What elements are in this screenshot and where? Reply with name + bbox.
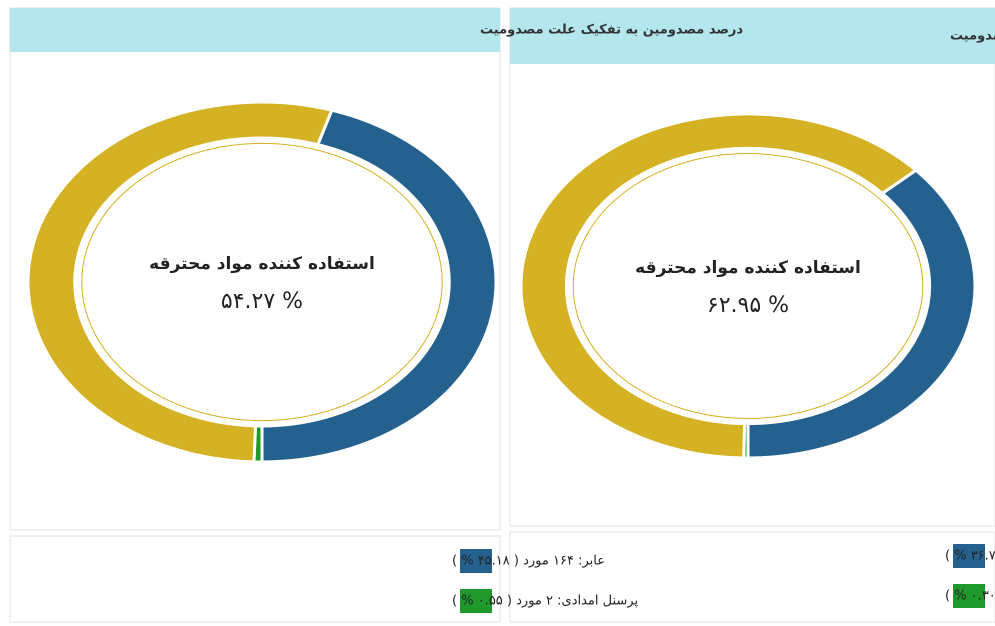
- legend-label: پرسنل امدادی: ۲ مورد ( ۰.۵۵ % ): [452, 594, 638, 609]
- center-label: استفاده کننده مواد محترقه: [635, 258, 861, 278]
- legend-label: عابر: ۱۲۲ مورد ( ۳۶.۷۵ % ): [945, 549, 995, 564]
- legend-swatch: [460, 549, 492, 573]
- legend-label: عابر: ۱۶۴ مورد ( ۴۵.۱۸ % ): [452, 554, 605, 569]
- center-value: % ۶۲.۹۵: [707, 293, 789, 318]
- center-label: استفاده کننده مواد محترقه: [149, 254, 375, 274]
- legend-swatch: [953, 544, 985, 568]
- inner-ring: [572, 153, 924, 419]
- legend-swatch: [953, 584, 985, 608]
- donut-segment: [26, 100, 334, 464]
- donut-segment: [519, 112, 919, 460]
- legend-label: پرسنل امدادی: ۱ مورد ( ۰.۳۰ % ): [945, 589, 995, 604]
- legend-panel: [509, 531, 995, 623]
- inner-ring: [81, 142, 443, 422]
- panel-title: درصد مصدومین به تفکیک علت مصدومیت: [480, 23, 743, 38]
- panel-title: درصد مصدومین به تفکیک علت مصدومیت: [950, 29, 995, 44]
- center-value: % ۵۴.۲۷: [221, 289, 303, 314]
- legend-swatch: [460, 589, 492, 613]
- panel-header: [510, 8, 995, 64]
- legend-panel: [9, 535, 501, 623]
- donut-segment: [260, 108, 498, 464]
- panel-header: [10, 8, 500, 52]
